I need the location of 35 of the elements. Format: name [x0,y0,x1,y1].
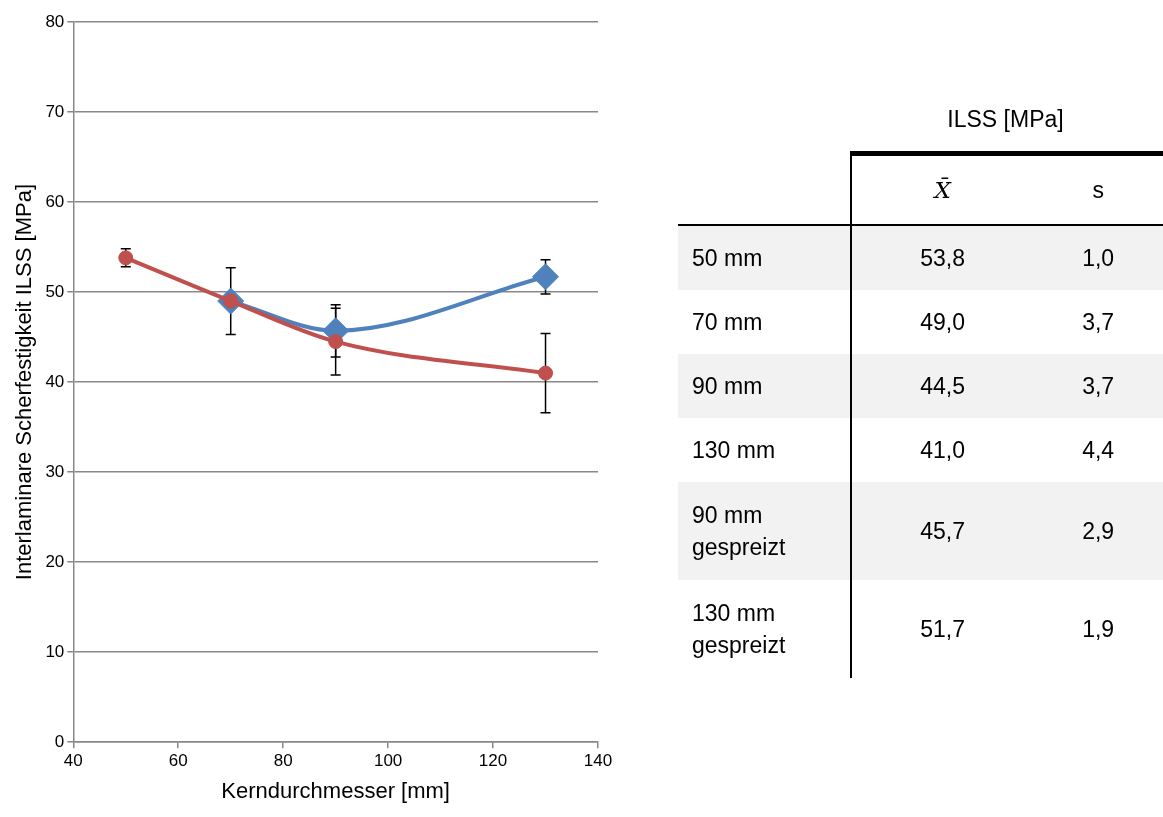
y-tick-label: 50 [45,281,65,301]
data-label: 3,7 [1033,354,1163,418]
y-tick-label: 40 [45,371,65,391]
series-label: X̄ [851,153,1034,225]
data-label: 2,9 [1033,482,1163,580]
y-tick-label: 0 [54,731,65,751]
data-label: 53,8 [851,225,1034,290]
y-axis-title: Interlaminare Scherfestigkeit ILSS [MPa] [11,184,37,581]
x-tick-label: 100 [373,751,403,771]
data-label: 45,7 [851,482,1034,580]
y-tick-label: 10 [45,641,65,661]
category-label: 70 mm [691,308,764,337]
x-tick-label: 80 [273,751,293,771]
series-label: s [1033,153,1163,225]
y-tick-label: 60 [45,191,65,211]
category-label: 130 mm gespreizt [691,599,787,660]
category-label: 130 mm [691,436,777,465]
y-tick-label: 80 [45,11,65,31]
x-axis-title: Kerndurchmesser [mm] [221,777,450,803]
x-tick-label: 40 [63,751,83,771]
y-tick-label: 30 [45,461,65,481]
data-label: 4,4 [1033,418,1163,482]
data-label: 41,0 [851,418,1034,482]
data-label: 49,0 [851,290,1034,354]
x-tick-label: 120 [478,751,508,771]
x-tick-label: 60 [168,751,188,771]
data-label: 1,9 [1033,580,1163,678]
y-tick-label: 70 [45,101,65,121]
data-label: 3,7 [1033,290,1163,354]
y-tick-label: 20 [45,551,65,571]
text: ILSS [MPa] [946,106,1065,134]
data-label: 44,5 [851,354,1034,418]
data-label: 1,0 [1033,225,1163,290]
x-tick-label: 140 [583,751,613,771]
data-label: 51,7 [851,580,1034,678]
